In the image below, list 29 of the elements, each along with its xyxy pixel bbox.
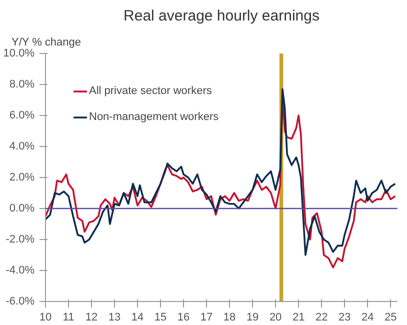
y-tick-label: -4.0% (6, 264, 35, 276)
x-tick-label: 12 (85, 312, 98, 324)
y-axis-title: Y/Y % change (12, 36, 82, 48)
x-tick-label: 24 (361, 312, 374, 324)
x-tick-label: 19 (246, 312, 259, 324)
x-tick-label: 11 (62, 312, 74, 324)
y-tick-label: 4.0% (9, 140, 35, 152)
x-tick-label: 20 (269, 312, 282, 324)
y-tick-label: 6.0% (9, 110, 35, 122)
x-tick-label: 15 (154, 312, 167, 324)
y-tick-label: 10.0% (3, 48, 35, 60)
x-tick-label: 18 (223, 312, 236, 324)
chart-title: Real average hourly earnings (124, 8, 320, 24)
y-tick-label: 0.0% (9, 202, 35, 214)
x-tick-label: 22 (315, 312, 328, 324)
legend-label: Non-management workers (89, 111, 219, 123)
y-tick-label: -2.0% (6, 234, 35, 246)
x-tick-label: 21 (292, 312, 305, 324)
x-tick-label: 25 (384, 312, 397, 324)
y-tick-label: -6.0% (6, 296, 35, 308)
y-tick-label: 2.0% (9, 172, 35, 184)
legend-label: All private sector workers (89, 85, 212, 97)
x-tick-label: 17 (200, 312, 213, 324)
y-tick-label: 8.0% (9, 78, 35, 90)
x-tick-label: 10 (39, 312, 52, 324)
x-tick-label: 16 (177, 312, 190, 324)
x-tick-label: 23 (338, 312, 351, 324)
x-tick-label: 14 (131, 312, 144, 324)
x-tick-label: 13 (108, 312, 121, 324)
